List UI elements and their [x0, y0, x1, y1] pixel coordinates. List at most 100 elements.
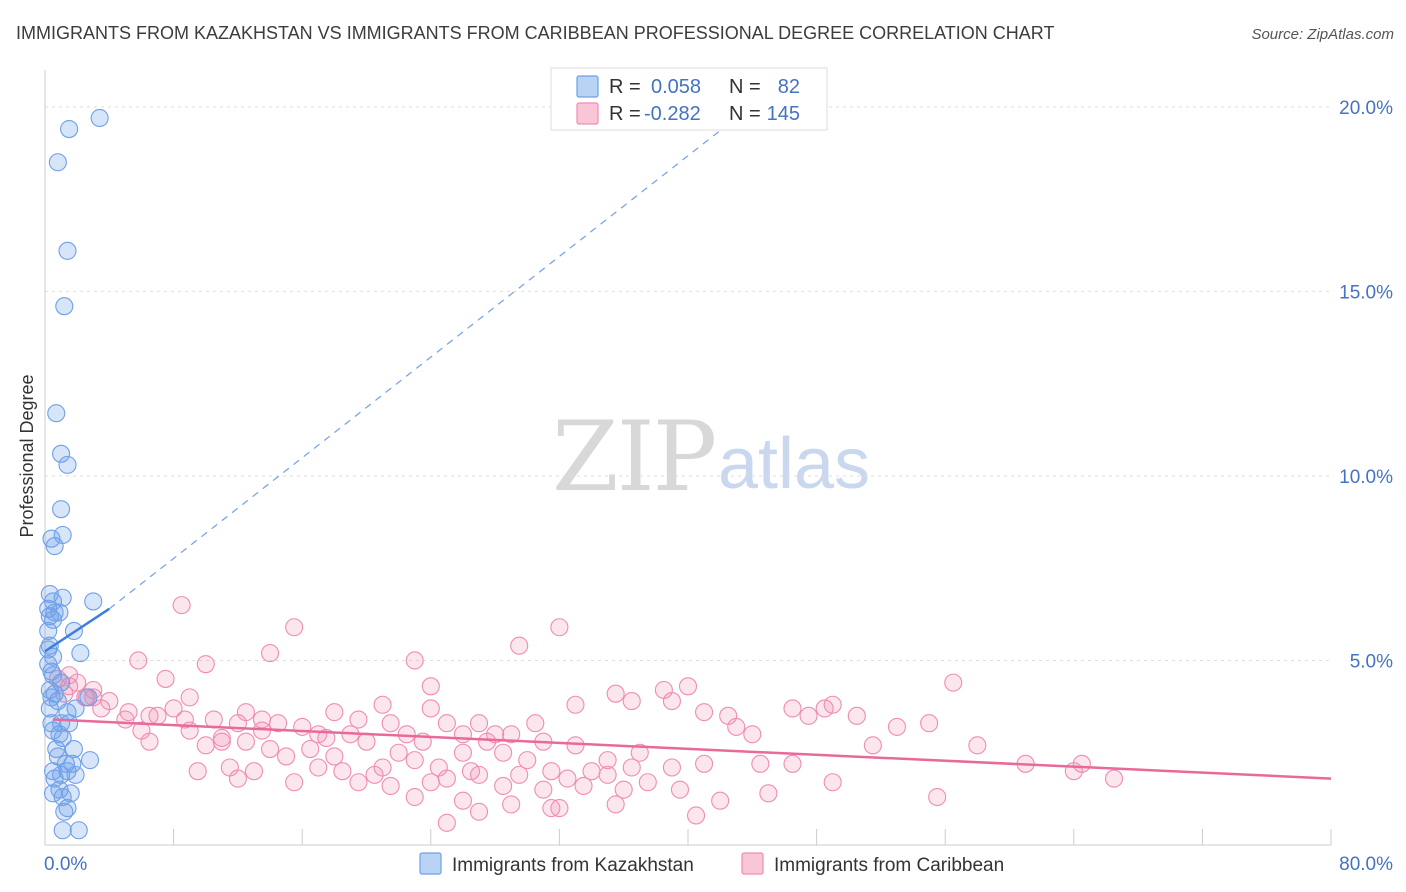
- kazakhstan-point-8: [52, 500, 71, 519]
- watermark-atlas: atlas: [718, 424, 870, 504]
- kazakhstan-point-46: [64, 739, 83, 759]
- kazakhstan-point-63: [69, 821, 88, 840]
- kazakhstan-point-18: [50, 603, 69, 622]
- caribbean-point-60: [743, 725, 762, 744]
- kazakhstan-point-6: [52, 444, 71, 463]
- legend-top: R = 0.058 N = 82 R = -0.282 N = 145: [550, 67, 828, 131]
- caribbean-point-81: [405, 751, 424, 770]
- kazakhstan-point-15: [84, 592, 103, 611]
- kazakhstan-point-21: [39, 621, 58, 641]
- caribbean-point-111: [228, 769, 247, 788]
- legend-r-value-2: -0.282: [644, 103, 701, 125]
- trend-kazakhstan-extension: [108, 117, 737, 610]
- y-tick-label-3: 20.0%: [1339, 98, 1393, 119]
- caribbean-point-21: [373, 695, 392, 714]
- legend-n-label-1: N =: [729, 76, 761, 98]
- kazakhstan-point-11: [45, 537, 64, 556]
- caribbean-point-110: [1104, 769, 1124, 788]
- caribbean-point-120: [670, 780, 690, 799]
- kazakhstan-point-5: [47, 404, 66, 423]
- caribbean-point-139: [252, 710, 272, 729]
- series-caribbean-points: [48, 596, 1124, 832]
- caribbean-point-108: [823, 773, 842, 792]
- caribbean-point-96: [662, 758, 681, 777]
- caribbean-point-29: [164, 699, 183, 718]
- caribbean-point-115: [421, 773, 440, 792]
- caribbean-point-80: [325, 747, 344, 766]
- caribbean-point-121: [759, 784, 778, 803]
- kazakhstan-point-0: [90, 108, 109, 128]
- caribbean-point-6: [129, 651, 148, 670]
- caribbean-point-50: [887, 717, 907, 736]
- caribbean-point-97: [783, 754, 802, 773]
- caribbean-point-45: [381, 714, 400, 733]
- caribbean-point-84: [695, 754, 714, 773]
- legend-r-label-1: R =: [609, 76, 641, 98]
- caribbean-point-107: [638, 773, 657, 792]
- caribbean-point-127: [606, 795, 625, 814]
- caribbean-point-138: [212, 728, 231, 748]
- legend-bottom: Immigrants from Kazakhstan Immigrants fr…: [419, 852, 1004, 876]
- caribbean-point-125: [502, 795, 521, 814]
- legend-n-value-2: 145: [767, 103, 800, 125]
- bottom-legend-swatch-caribbean: [741, 852, 764, 875]
- kazakhstan-point-62: [53, 821, 72, 840]
- trend-lines: [44, 117, 1332, 780]
- caribbean-point-93: [542, 762, 561, 781]
- caribbean-point-116: [494, 776, 513, 796]
- bottom-legend-swatch-kazakhstan: [419, 852, 442, 875]
- legend-r-label-2: R =: [609, 103, 641, 125]
- caribbean-point-79: [277, 747, 296, 766]
- y-tick-label-2: 15.0%: [1339, 282, 1393, 303]
- caribbean-point-64: [317, 728, 336, 748]
- caribbean-point-118: [574, 776, 593, 796]
- caribbean-point-132: [437, 813, 456, 832]
- kazakhstan-point-26: [71, 644, 90, 663]
- trend-caribbean: [52, 718, 1332, 780]
- caribbean-point-46: [437, 714, 456, 733]
- caribbean-point-114: [381, 776, 400, 796]
- caribbean-point-0: [172, 596, 191, 615]
- caribbean-point-94: [582, 762, 601, 781]
- legend-swatch-kazakhstan: [576, 75, 599, 98]
- kazakhstan-point-1: [60, 119, 79, 139]
- x-tick-labels: 0.0% 80.0%: [44, 854, 1393, 875]
- kazakhstan-point-20: [43, 610, 63, 629]
- gridlines: [45, 106, 1331, 661]
- bottom-legend-label-kazakhstan: Immigrants from Kazakhstan: [452, 855, 694, 876]
- caribbean-point-113: [349, 773, 368, 792]
- kazakhstan-point-51: [80, 751, 100, 770]
- kazakhstan-point-58: [43, 784, 63, 803]
- caribbean-point-33: [148, 706, 167, 725]
- caribbean-point-129: [469, 802, 489, 821]
- caribbean-point-15: [678, 677, 698, 696]
- caribbean-point-38: [799, 706, 818, 725]
- caribbean-point-124: [453, 791, 473, 810]
- caribbean-point-16: [944, 673, 963, 692]
- caribbean-point-73: [389, 743, 408, 762]
- kazakhstan-point-3: [58, 241, 77, 260]
- caribbean-point-77: [863, 736, 882, 755]
- caribbean-point-82: [518, 751, 537, 770]
- caribbean-point-59: [502, 725, 521, 744]
- kazakhstan-point-55: [66, 765, 85, 784]
- legend-n-label-2: N =: [729, 103, 761, 125]
- chart-title: IMMIGRANTS FROM KAZAKHSTAN VS IMMIGRANTS…: [16, 23, 1054, 43]
- caribbean-point-47: [469, 714, 489, 733]
- caribbean-point-100: [333, 762, 352, 781]
- caribbean-point-104: [510, 765, 529, 784]
- caribbean-point-128: [711, 791, 730, 810]
- caribbean-point-57: [397, 725, 416, 744]
- caribbean-point-11: [156, 669, 175, 688]
- kazakhstan-point-30: [52, 673, 71, 692]
- trend-kazakhstan: [44, 607, 110, 653]
- caribbean-point-101: [365, 765, 384, 784]
- caribbean-point-69: [566, 736, 585, 755]
- caribbean-point-1: [285, 618, 304, 637]
- caribbean-point-25: [783, 699, 802, 718]
- caribbean-point-112: [285, 773, 304, 792]
- caribbean-point-140: [293, 717, 312, 736]
- x-tick-label-1: 80.0%: [1339, 854, 1393, 875]
- caribbean-point-117: [534, 780, 553, 799]
- bottom-legend-label-caribbean: Immigrants from Caribbean: [774, 855, 1004, 876]
